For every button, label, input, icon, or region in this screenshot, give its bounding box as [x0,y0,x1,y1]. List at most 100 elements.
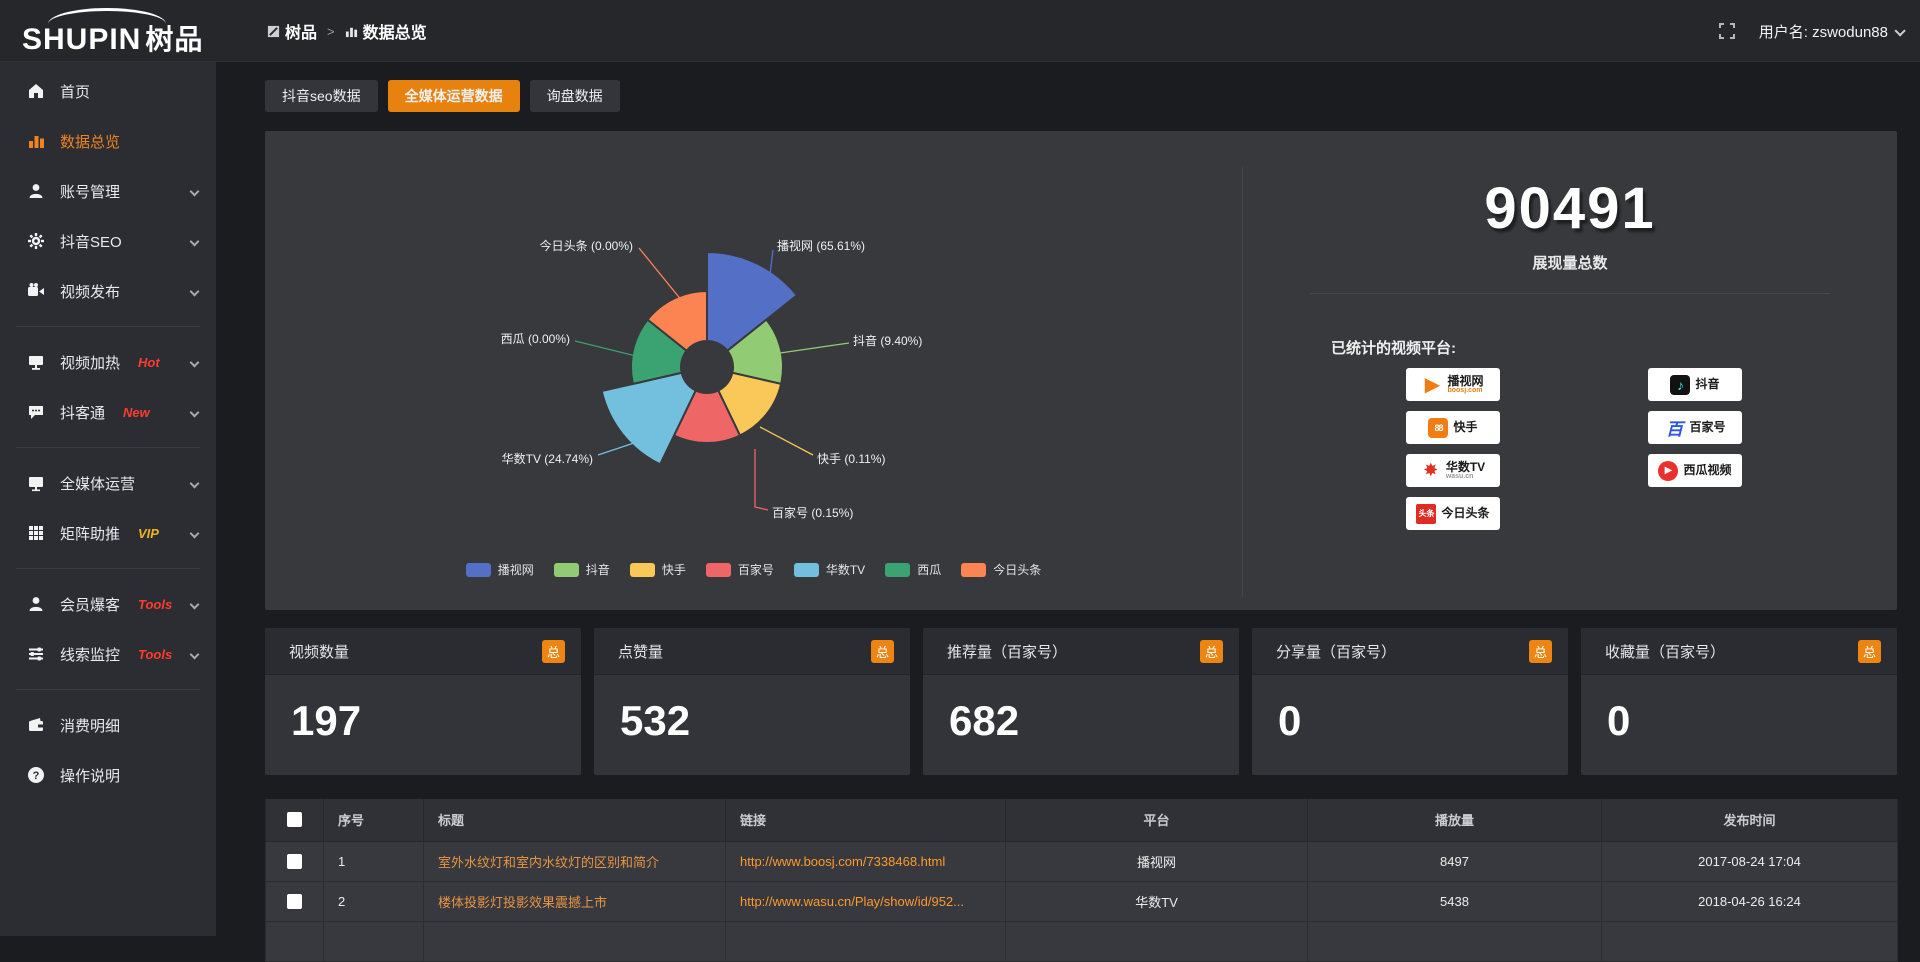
legend-item-快手[interactable]: 快手 [629,561,686,578]
stat-card-header: 推荐量（百家号） 总 [923,628,1239,675]
legend-label: 今日头条 [993,563,1042,577]
pie-label-抖音: 抖音 (9.40%) [853,334,923,348]
row-checkbox[interactable] [287,853,302,869]
video-table: 序号 标题 链接 平台 播放量 发布时间 1 室外水纹灯和室内水纹灯的区别和简介 http:/… [265,799,1898,962]
gear-icon [26,232,45,251]
stat-card-分享量（百家号）: 分享量（百家号） 总 0 [1252,628,1568,775]
sidebar-divider [16,447,200,448]
cell-title[interactable]: 楼体投影灯投影效果震撼上市 [423,880,726,922]
breadcrumb-separator: > [327,23,335,39]
chevron-down-icon [189,357,200,367]
select-all-checkbox[interactable] [287,812,302,828]
stat-card-收藏量（百家号）: 收藏量（百家号） 总 0 [1581,628,1897,775]
sidebar-item-label: 矩阵助推 [60,525,121,543]
stat-card-title: 点赞量 [618,643,664,661]
total-badge: 总 [871,639,894,663]
screen-icon [26,353,45,372]
app-logo: SHUPIN 树品 [22,6,202,58]
platform-badge-快手: 88 快手 [1406,411,1500,444]
sidebar-item-操作说明[interactable]: ? 操作说明 [0,750,216,800]
breadcrumb-current[interactable]: 数据总览 [345,19,427,43]
legend-swatch [705,562,731,577]
platform-name: 快手 [1453,420,1478,435]
sidebar-item-抖客通[interactable]: 抖客通 New [0,387,216,437]
wasu-logo-icon: ✸ [1420,460,1441,481]
platform-badge-text: 西瓜视频 [1683,464,1731,477]
pie-slice-播视网[interactable] [706,250,799,353]
sidebar-item-会员爆客[interactable]: 会员爆客 Tools [0,579,216,629]
pie-slice-华数TV[interactable] [600,371,698,466]
sidebar-item-线索监控[interactable]: 线索监控 Tools [0,629,216,679]
stat-card-title: 视频数量 [289,643,350,661]
platform-badge-今日头条: 头条 今日头条 [1406,497,1500,530]
sidebar-item-tag: Tools [138,596,173,612]
pie-slice-今日头条[interactable] [646,289,708,353]
platform-badge-text: 播视网 boosj.com [1447,375,1483,395]
fullscreen-icon[interactable] [1718,23,1735,39]
total-badge: 总 [1529,639,1552,663]
platform-name: 华数TV [1445,459,1486,474]
cell-title [423,920,726,962]
cell-link[interactable]: http://www.wasu.cn/Play/show/id/952... [725,880,1006,922]
row-checkbox[interactable] [287,893,302,909]
user-icon [26,595,45,614]
cell-no [323,920,424,962]
video-icon [26,282,45,301]
stat-card-value: 0 [1607,697,1631,744]
col-header-序号: 序号 [323,799,424,842]
col-header-链接: 链接 [725,799,1006,842]
platform-badge-text: 百家号 [1689,421,1725,434]
platform-badge-华数TV: ✸ 华数TV wasu.cn [1406,454,1500,487]
select-all-header [265,799,324,842]
table-row [265,920,1898,962]
stat-card-header: 收藏量（百家号） 总 [1581,628,1897,675]
legend-item-播视网[interactable]: 播视网 [465,561,534,578]
cell-title[interactable]: 室外水纹灯和室内水纹灯的区别和简介 [423,840,726,882]
sidebar-item-视频发布[interactable]: 视频发布 [0,266,216,316]
chevron-down-icon [189,236,200,246]
chevron-down-icon [189,528,200,538]
overview-panel: 播视网 抖音 快手 百家号 华数TV 西瓜 今日头条 播视网 (65.61%) 抖音 (9.4… [265,131,1897,610]
sidebar-item-矩阵助推[interactable]: 矩阵助推 VIP [0,508,216,558]
sidebar-item-账号管理[interactable]: 账号管理 [0,166,216,216]
sidebar-item-首页[interactable]: 首页 [0,66,216,116]
cell-platform: 播视网 [1005,840,1308,882]
xigua-logo-icon: ▶ [1658,460,1679,481]
sidebar-item-tag: VIP [138,525,159,541]
stat-card-header: 分享量（百家号） 总 [1252,628,1568,675]
user-menu[interactable]: 用户名: zswodun88 [1759,21,1906,42]
legend-item-百家号[interactable]: 百家号 [705,561,774,578]
legend-label: 快手 [661,563,686,577]
sidebar-item-抖音SEO[interactable]: 抖音SEO [0,216,216,266]
sidebar-item-数据总览[interactable]: 数据总览 [0,116,216,166]
breadcrumb-root[interactable]: 树品 [267,19,317,43]
legend-item-西瓜[interactable]: 西瓜 [885,561,941,578]
toutiao-logo-icon: 头条 [1416,503,1437,524]
dashboard-icon [267,25,280,37]
platform-sub: boosj.com [1447,387,1483,395]
sidebar-item-label: 账号管理 [60,183,121,201]
platform-name: 抖音 [1695,377,1720,392]
tab-询盘数据[interactable]: 询盘数据 [529,80,620,112]
stat-card-header: 点赞量 总 [594,628,910,675]
sidebar-item-消费明细[interactable]: 消费明细 [0,700,216,750]
svg-text:?: ? [32,770,39,782]
legend-item-华数TV[interactable]: 华数TV [793,561,865,578]
legend-item-抖音[interactable]: 抖音 [553,561,610,578]
stat-card-value: 0 [1278,697,1302,744]
monitor-icon [26,474,45,493]
legend-swatch [553,562,579,577]
cell-link[interactable]: http://www.boosj.com/7338468.html [725,840,1006,882]
tab-全媒体运营数据[interactable]: 全媒体运营数据 [387,80,520,112]
bar-chart-icon [345,27,357,37]
tab-抖音seo数据[interactable]: 抖音seo数据 [265,80,378,112]
sidebar-item-视频加热[interactable]: 视频加热 Hot [0,337,216,387]
sidebar-divider [16,689,200,690]
legend-label: 百家号 [737,563,774,577]
vertical-divider [1242,167,1243,597]
sidebar-item-label: 数据总览 [60,133,121,151]
cell-link [725,920,1006,962]
legend-item-今日头条[interactable]: 今日头条 [961,561,1041,578]
cell-time [1601,920,1898,962]
sidebar-item-全媒体运营[interactable]: 全媒体运营 [0,458,216,508]
